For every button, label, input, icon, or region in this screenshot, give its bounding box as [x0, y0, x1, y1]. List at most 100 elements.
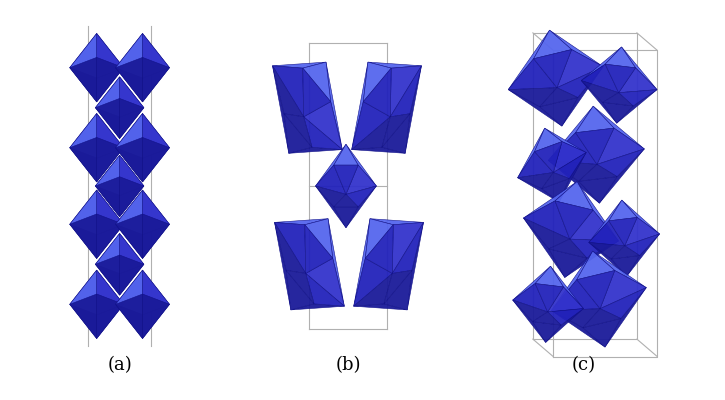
Polygon shape	[352, 62, 368, 150]
Polygon shape	[390, 66, 421, 117]
Polygon shape	[593, 106, 645, 149]
Polygon shape	[70, 34, 96, 78]
Polygon shape	[626, 234, 660, 276]
Polygon shape	[120, 155, 144, 186]
Polygon shape	[315, 144, 346, 186]
Polygon shape	[115, 224, 143, 258]
Polygon shape	[70, 138, 96, 182]
Polygon shape	[120, 264, 144, 295]
Polygon shape	[518, 128, 544, 178]
Polygon shape	[579, 164, 617, 181]
Polygon shape	[96, 114, 124, 158]
Polygon shape	[363, 68, 392, 117]
Text: (a): (a)	[107, 356, 132, 374]
Polygon shape	[96, 68, 124, 102]
Polygon shape	[552, 280, 600, 310]
Polygon shape	[597, 149, 645, 177]
Polygon shape	[286, 270, 314, 310]
Text: (b): (b)	[335, 356, 361, 374]
Polygon shape	[621, 47, 657, 90]
Polygon shape	[523, 218, 570, 249]
Polygon shape	[565, 241, 618, 278]
Polygon shape	[120, 255, 144, 295]
Polygon shape	[96, 77, 120, 108]
Polygon shape	[553, 142, 587, 172]
Polygon shape	[70, 114, 96, 158]
Polygon shape	[96, 77, 120, 117]
Polygon shape	[96, 177, 120, 217]
Polygon shape	[354, 274, 392, 306]
Polygon shape	[96, 234, 120, 274]
Polygon shape	[289, 147, 342, 153]
Polygon shape	[605, 47, 636, 68]
Polygon shape	[535, 284, 563, 312]
Polygon shape	[562, 67, 603, 126]
Polygon shape	[518, 178, 559, 202]
Polygon shape	[602, 102, 633, 123]
Polygon shape	[96, 138, 124, 182]
Polygon shape	[602, 93, 633, 106]
Polygon shape	[275, 222, 291, 310]
Polygon shape	[577, 270, 615, 309]
Polygon shape	[352, 117, 390, 150]
Polygon shape	[354, 304, 407, 310]
Polygon shape	[96, 270, 124, 304]
Polygon shape	[304, 219, 333, 258]
Polygon shape	[365, 225, 393, 274]
Polygon shape	[592, 251, 646, 288]
Polygon shape	[392, 222, 423, 274]
Polygon shape	[550, 30, 603, 67]
Polygon shape	[115, 190, 143, 224]
Polygon shape	[115, 270, 143, 314]
Polygon shape	[625, 218, 660, 246]
Polygon shape	[605, 288, 646, 347]
Polygon shape	[577, 251, 615, 280]
Polygon shape	[143, 190, 170, 224]
Polygon shape	[70, 114, 96, 148]
Polygon shape	[96, 270, 124, 314]
Polygon shape	[70, 304, 96, 338]
Polygon shape	[275, 222, 306, 274]
Text: (c): (c)	[571, 356, 596, 374]
Polygon shape	[523, 182, 577, 218]
Polygon shape	[96, 34, 124, 78]
Polygon shape	[534, 30, 571, 59]
Polygon shape	[120, 186, 144, 217]
Polygon shape	[143, 68, 170, 102]
Polygon shape	[570, 239, 618, 258]
Polygon shape	[609, 200, 637, 221]
Polygon shape	[315, 165, 346, 194]
Polygon shape	[115, 114, 143, 148]
Polygon shape	[552, 310, 605, 347]
Polygon shape	[518, 172, 553, 189]
Polygon shape	[334, 194, 358, 207]
Polygon shape	[600, 149, 645, 203]
Polygon shape	[513, 284, 547, 312]
Polygon shape	[407, 222, 423, 310]
Polygon shape	[550, 266, 584, 308]
Polygon shape	[143, 34, 170, 68]
Polygon shape	[352, 102, 390, 150]
Polygon shape	[533, 312, 561, 325]
Polygon shape	[513, 300, 547, 322]
Polygon shape	[549, 239, 587, 258]
Polygon shape	[334, 207, 358, 228]
Polygon shape	[273, 66, 304, 117]
Polygon shape	[392, 222, 423, 274]
Polygon shape	[384, 270, 412, 310]
Polygon shape	[315, 186, 346, 207]
Polygon shape	[303, 68, 331, 117]
Polygon shape	[70, 190, 96, 224]
Polygon shape	[273, 66, 289, 153]
Polygon shape	[625, 234, 660, 256]
Polygon shape	[583, 318, 621, 347]
Polygon shape	[143, 214, 170, 258]
Polygon shape	[547, 287, 584, 312]
Polygon shape	[115, 114, 143, 158]
Polygon shape	[390, 66, 421, 117]
Polygon shape	[513, 266, 550, 300]
Polygon shape	[143, 270, 170, 304]
Polygon shape	[70, 224, 96, 258]
Polygon shape	[115, 58, 143, 102]
Polygon shape	[576, 128, 614, 164]
